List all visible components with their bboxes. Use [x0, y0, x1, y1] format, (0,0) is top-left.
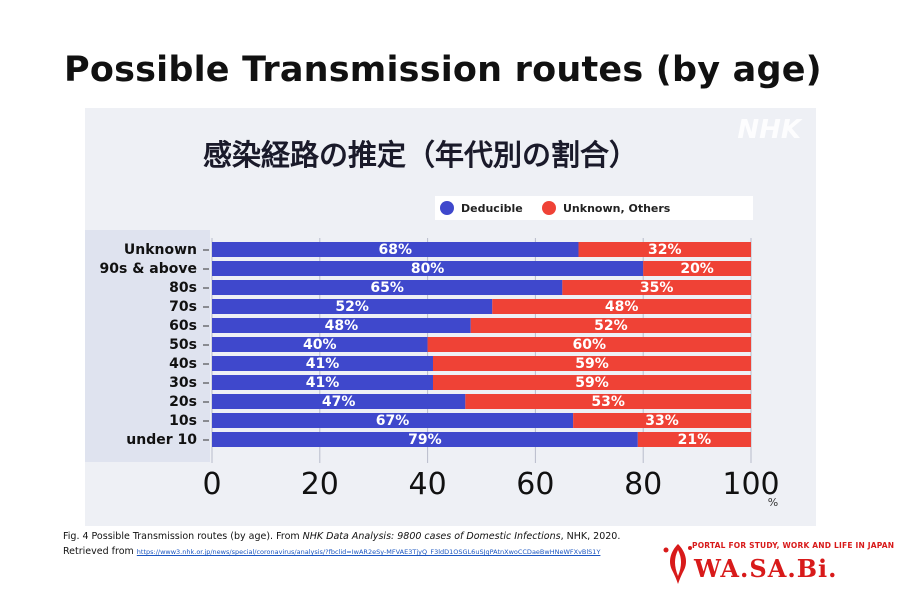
bar-segment	[573, 413, 751, 428]
figure-caption: Fig. 4 Possible Transmission routes (by …	[63, 529, 620, 560]
data-label: 33%	[645, 413, 679, 429]
x-tick-label: 0	[202, 467, 221, 502]
caption-suffix: , NHK, 2020.	[560, 531, 621, 542]
legend-label: Deducible	[461, 202, 523, 215]
legend: Deducible Unknown, Others	[435, 196, 753, 220]
category-label: 90s & above	[100, 261, 197, 277]
data-label: 60%	[573, 337, 607, 353]
legend-marker	[440, 201, 454, 215]
data-label: 67%	[376, 413, 410, 429]
data-label: 59%	[575, 375, 609, 391]
logo-tagline: PORTAL FOR STUDY, WORK AND LIFE IN JAPAN	[692, 541, 895, 550]
bar-segment	[470, 318, 751, 333]
chart-title: 感染経路の推定（年代別の割合）	[203, 138, 638, 172]
data-label: 41%	[306, 375, 340, 391]
bar-segment	[212, 337, 428, 352]
x-tick-label: 40	[409, 467, 447, 502]
bar-segment	[643, 261, 751, 276]
nhk-watermark: NHK	[737, 115, 803, 145]
caption-prefix: Fig. 4 Possible Transmission routes (by …	[63, 531, 303, 542]
x-tick-label: 80	[624, 467, 662, 502]
category-labels: Unknown 90s & above 80s 70s 60s 50s 40s 30s 20s 1…	[100, 242, 209, 448]
bars: 68% 32% 80% 20% 65% 35% 52% 48% 48% 52% 40% 60% 41% 5…	[212, 242, 751, 448]
bar-segment	[212, 261, 644, 276]
wasabi-logo: PORTAL FOR STUDY, WORK AND LIFE IN JAPAN…	[662, 540, 894, 590]
data-label: 21%	[678, 432, 712, 448]
data-label: 52%	[594, 318, 628, 334]
bar-segment	[562, 280, 751, 295]
category-label: 30s	[169, 375, 197, 391]
data-label: 59%	[575, 356, 609, 372]
category-label: 60s	[169, 318, 197, 334]
bar-segment	[427, 337, 751, 352]
data-label: 47%	[322, 394, 356, 410]
data-label: 79%	[408, 432, 442, 448]
x-tick-label: 60	[516, 467, 554, 502]
data-label: 53%	[591, 394, 625, 410]
chart-panel: 感染経路の推定（年代別の割合） NHK Deducible Unknown, Ot…	[85, 108, 816, 526]
x-tick-label: 100	[722, 467, 779, 502]
data-label: 40%	[303, 337, 337, 353]
source-link[interactable]: https://www3.nhk.or.jp/news/special/coro…	[136, 548, 601, 556]
data-label: 80%	[411, 261, 445, 277]
logo-name: WA.SA.Bi.	[694, 554, 838, 583]
legend-box	[435, 196, 753, 220]
data-label: 41%	[306, 356, 340, 372]
data-label: 35%	[640, 280, 674, 296]
data-label: 48%	[325, 318, 359, 334]
x-axis-ticks: 0 20 40 60 80 100%	[202, 467, 779, 509]
category-label: 80s	[169, 280, 197, 296]
category-label: 40s	[169, 356, 197, 372]
bar-segment	[465, 394, 751, 409]
data-label: 48%	[605, 299, 639, 315]
bar-segment	[637, 432, 751, 447]
data-label: 52%	[335, 299, 369, 315]
bar-segment	[212, 242, 579, 257]
caption-retrieved-label: Retrieved from	[63, 546, 134, 557]
bar-segment	[212, 318, 471, 333]
category-label: 20s	[169, 394, 197, 410]
legend-label: Unknown, Others	[563, 202, 671, 215]
bar-segment	[212, 413, 574, 428]
bar-segment	[212, 375, 433, 390]
bar-segment	[492, 299, 751, 314]
bar-segment	[212, 299, 493, 314]
stacked-bar-chart: 感染経路の推定（年代別の割合） NHK Deducible Unknown, Ot…	[85, 115, 803, 509]
category-label: 10s	[169, 413, 197, 429]
category-label: under 10	[126, 432, 197, 448]
bar-segment	[212, 356, 433, 371]
bar-segment	[212, 432, 638, 447]
slide-title: Possible Transmission routes (by age)	[64, 50, 822, 90]
x-tick-label: 20	[301, 467, 339, 502]
category-label: 70s	[169, 299, 197, 315]
category-label: 50s	[169, 337, 197, 353]
wasabi-leaf-icon	[663, 544, 692, 584]
bar-segment	[432, 356, 751, 371]
caption-source-title: NHK Data Analysis: 9800 cases of Domesti…	[302, 531, 561, 542]
bar-segment	[432, 375, 751, 390]
bar-segment	[212, 280, 563, 295]
x-unit-label: %	[768, 496, 778, 509]
legend-marker	[542, 201, 556, 215]
data-label: 68%	[379, 242, 413, 258]
data-label: 20%	[680, 261, 714, 277]
data-label: 32%	[648, 242, 682, 258]
data-label: 65%	[370, 280, 404, 296]
bar-segment	[578, 242, 751, 257]
bar-segment	[212, 394, 466, 409]
category-label: Unknown	[124, 242, 197, 258]
